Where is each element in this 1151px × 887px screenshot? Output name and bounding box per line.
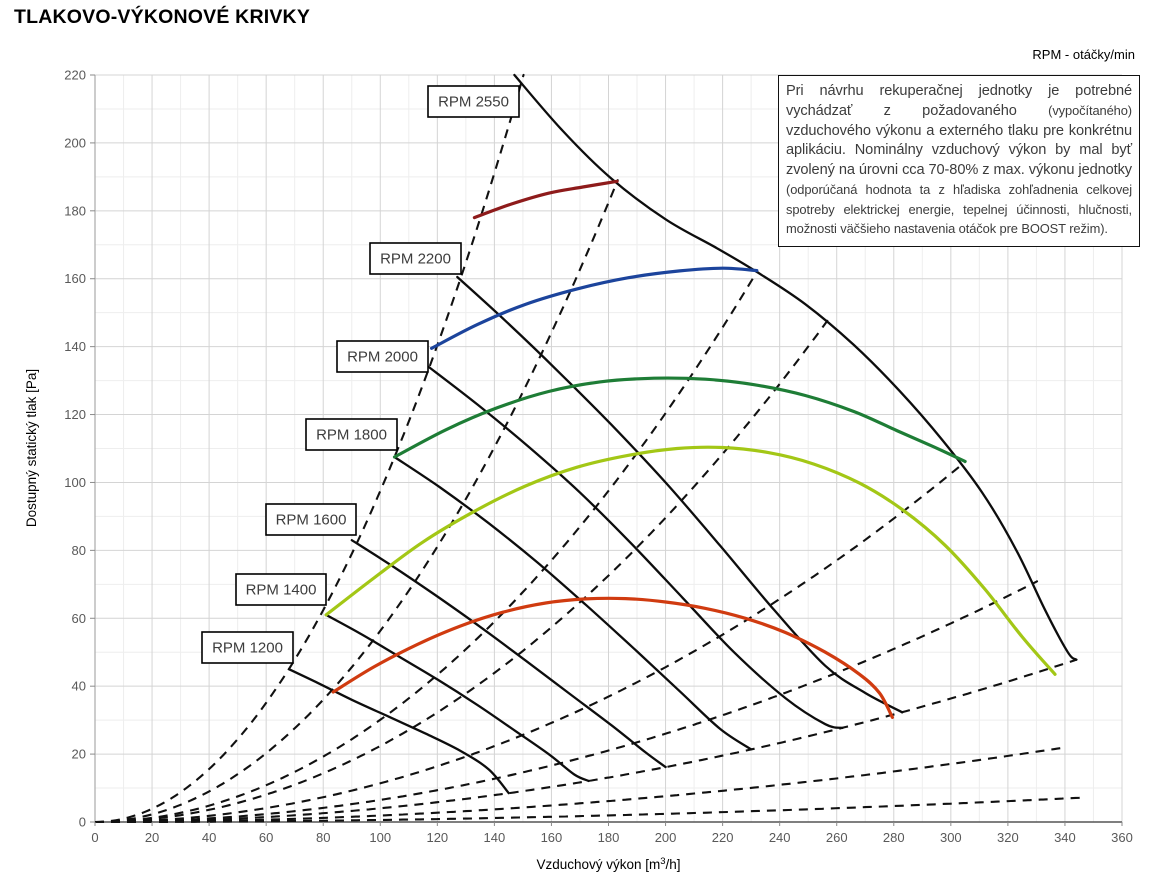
y-axis-title: Dostupný statický tlak [Pa] [24, 369, 39, 527]
rpm-label-text: RPM 1800 [316, 427, 387, 444]
rpm-label-box [265, 503, 357, 536]
design-note-segment-0: Pri návrhu rekuperačnej jednotky je potr… [786, 83, 1132, 119]
system-curve-dashed [94, 73, 525, 824]
x-tick-label: 0 [91, 830, 98, 845]
rpm-units-note: RPM - otáčky/min [1032, 47, 1135, 62]
x-tick-label: 100 [369, 830, 391, 845]
x-axis-title: Vzduchový výkon [m3/h] [536, 856, 680, 872]
x-tick-label: 300 [940, 830, 962, 845]
fan-curve-2200 [456, 275, 904, 714]
rpm-label-box [369, 242, 462, 275]
x-tick-label: 320 [997, 830, 1019, 845]
x-tick-label: 240 [769, 830, 791, 845]
rpm-label-box [336, 340, 429, 373]
y-tick-label: 40 [72, 679, 86, 694]
y-tick-label: 100 [64, 475, 86, 490]
system-curve-dashed [94, 179, 619, 824]
rpm-label-box [201, 631, 294, 664]
system-curve-dashed [94, 658, 1077, 824]
design-note-segment-1: (vypočítaného) [1048, 102, 1132, 118]
rpm-label-box [305, 418, 398, 451]
y-tick-label: 20 [72, 747, 86, 762]
y-tick-label: 220 [64, 68, 86, 83]
rpm-label-text: RPM 2550 [438, 94, 509, 111]
y-tick-label: 80 [72, 543, 86, 558]
colored-curve-1800 [392, 376, 967, 463]
system-curve-dashed [94, 461, 966, 824]
x-tick-label: 80 [316, 830, 330, 845]
y-tick-label: 140 [64, 339, 86, 354]
rpm-label-text: RPM 1600 [276, 512, 347, 529]
x-tick-label: 20 [145, 830, 159, 845]
x-tick-label: 360 [1111, 830, 1133, 845]
design-note-box: Pri návrhu rekuperačnej jednotky je potr… [778, 75, 1140, 247]
rpm-label-text: RPM 2000 [347, 349, 418, 366]
colored-curve-1400 [331, 596, 894, 719]
y-tick-label: 60 [72, 611, 86, 626]
x-tick-label: 60 [259, 830, 273, 845]
rpm-label-text: RPM 1400 [246, 582, 317, 599]
rpm-label-box [235, 573, 327, 606]
system-curve-dashed [94, 746, 1066, 824]
system-curve-dashed [94, 271, 758, 824]
x-tick-label: 200 [655, 830, 677, 845]
x-tick-label: 220 [712, 830, 734, 845]
y-tick-label: 120 [64, 407, 86, 422]
colored-curve-1600 [324, 445, 1057, 676]
x-tick-label: 340 [1054, 830, 1076, 845]
system-curve-dashed [94, 796, 1081, 824]
fan-curve-1800 [393, 455, 753, 751]
rpm-label-box [427, 85, 520, 118]
rpm-label-text: RPM 1200 [212, 640, 283, 657]
fan-curve-1400 [324, 613, 590, 783]
x-tick-label: 120 [426, 830, 448, 845]
colored-curve-2200 [430, 266, 759, 350]
design-note-segment-2: vzduchového výkonu a externého tlaku pre… [786, 122, 1132, 179]
design-note-segment-3: (odporúčaná hodnota ta z hľadiska zohľad… [786, 181, 1132, 237]
fan-curve-1600 [350, 539, 667, 769]
colored-curve-2550 [472, 179, 619, 220]
fan-curve-2000 [427, 365, 844, 730]
y-tick-label: 200 [64, 135, 86, 150]
y-tick-label: 160 [64, 271, 86, 286]
x-tick-label: 260 [826, 830, 848, 845]
y-tick-label: 0 [79, 815, 86, 830]
rpm-label-text: RPM 2200 [380, 251, 451, 268]
fan-curve-1200 [287, 668, 510, 795]
x-tick-label: 140 [484, 830, 506, 845]
page-title: TLAKOVO-VÝKONOVÉ KRIVKY [14, 6, 311, 28]
system-curve-dashed [94, 580, 1039, 824]
x-tick-label: 40 [202, 830, 216, 845]
x-tick-label: 180 [598, 830, 620, 845]
x-tick-label: 160 [541, 830, 563, 845]
x-tick-label: 280 [883, 830, 905, 845]
y-tick-label: 180 [64, 203, 86, 218]
fan-curve-2550 [513, 73, 1078, 661]
